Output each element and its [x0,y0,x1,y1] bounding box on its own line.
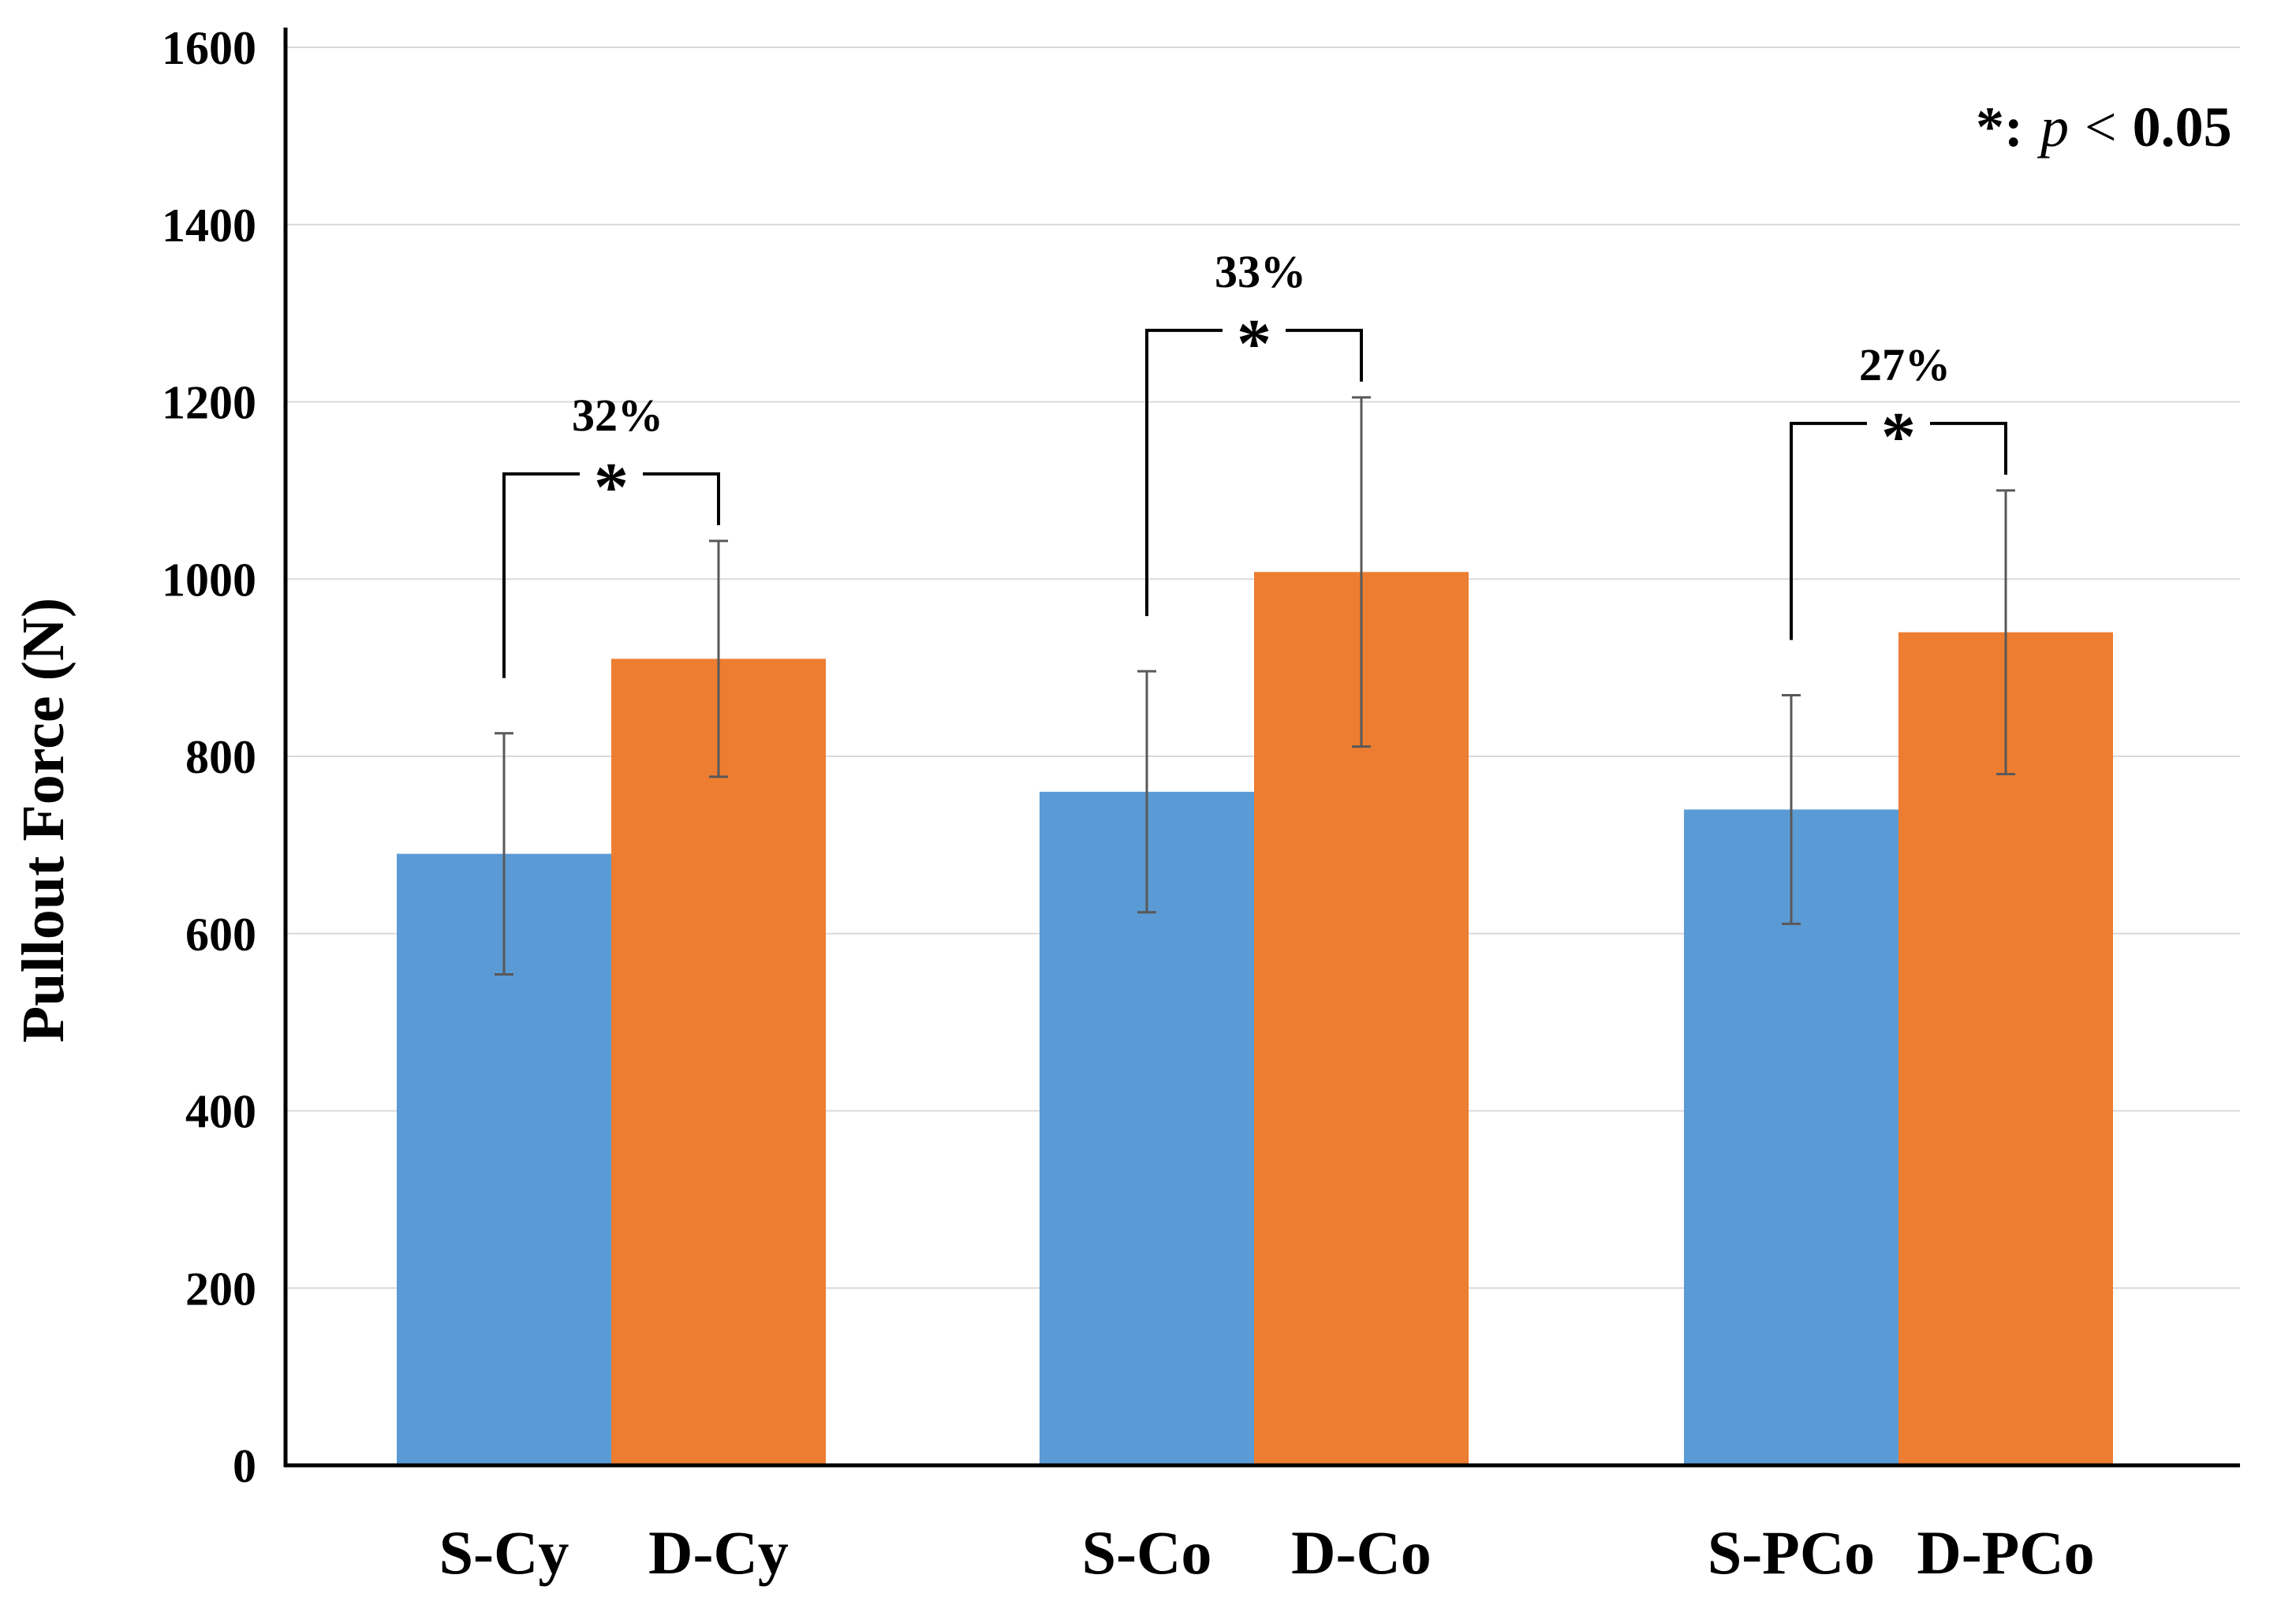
significance-bracket-2 [1145,328,1363,617]
y-tick-label-800: 800 [185,731,256,783]
y-tick-label-1200: 1200 [162,377,256,429]
significance-star-3: * [1881,399,1916,476]
note-operator: < [2085,95,2117,159]
bars [397,572,2113,1465]
category-label-D-PCo: D-PCo [1917,1518,2094,1587]
significance-note: *: p <0.05 [1976,95,2232,159]
note-threshold: 0.05 [2133,95,2232,159]
significance-bracket-1 [502,472,720,678]
error-bars [495,396,2015,976]
y-tick-label-0: 0 [233,1440,256,1492]
y-axis-title: Pullout Force (N) [10,598,77,1043]
y-tick-label-400: 400 [185,1086,256,1138]
percent-label-1: 32% [572,390,663,441]
category-label-D-Co: D-Co [1291,1518,1432,1587]
category-label-S-PCo: S-PCo [1708,1518,1875,1587]
note-marker: * [1976,95,2004,159]
significance-bracket-3 [1790,421,2007,640]
category-label-S-Co: S-Co [1082,1518,1212,1587]
note-colon: : [2004,95,2023,159]
y-tick-labels: 0 200 400 600 800 1000 1200 1400 1600 [162,22,256,1492]
note-p: p [2037,95,2069,159]
significance-star-1: * [594,450,629,526]
y-tick-label-1000: 1000 [162,554,256,606]
significance-brackets: * 32% * 33% * 27% [502,246,2007,678]
y-tick-label-600: 600 [185,909,256,961]
category-label-S-Cy: S-Cy [439,1518,569,1587]
category-labels: S-Cy D-Cy S-Co D-Co S-PCo D-PCo [439,1518,2095,1587]
y-tick-label-200: 200 [185,1263,256,1315]
y-tick-label-1400: 1400 [162,200,256,252]
axes [283,28,2240,1468]
percent-label-3: 27% [1859,339,1951,390]
significance-star-2: * [1237,306,1271,383]
bar-D-Cy [611,659,826,1465]
y-tick-label-1600: 1600 [162,22,256,74]
category-label-D-Cy: D-Cy [648,1518,789,1587]
percent-label-2: 33% [1215,246,1306,297]
